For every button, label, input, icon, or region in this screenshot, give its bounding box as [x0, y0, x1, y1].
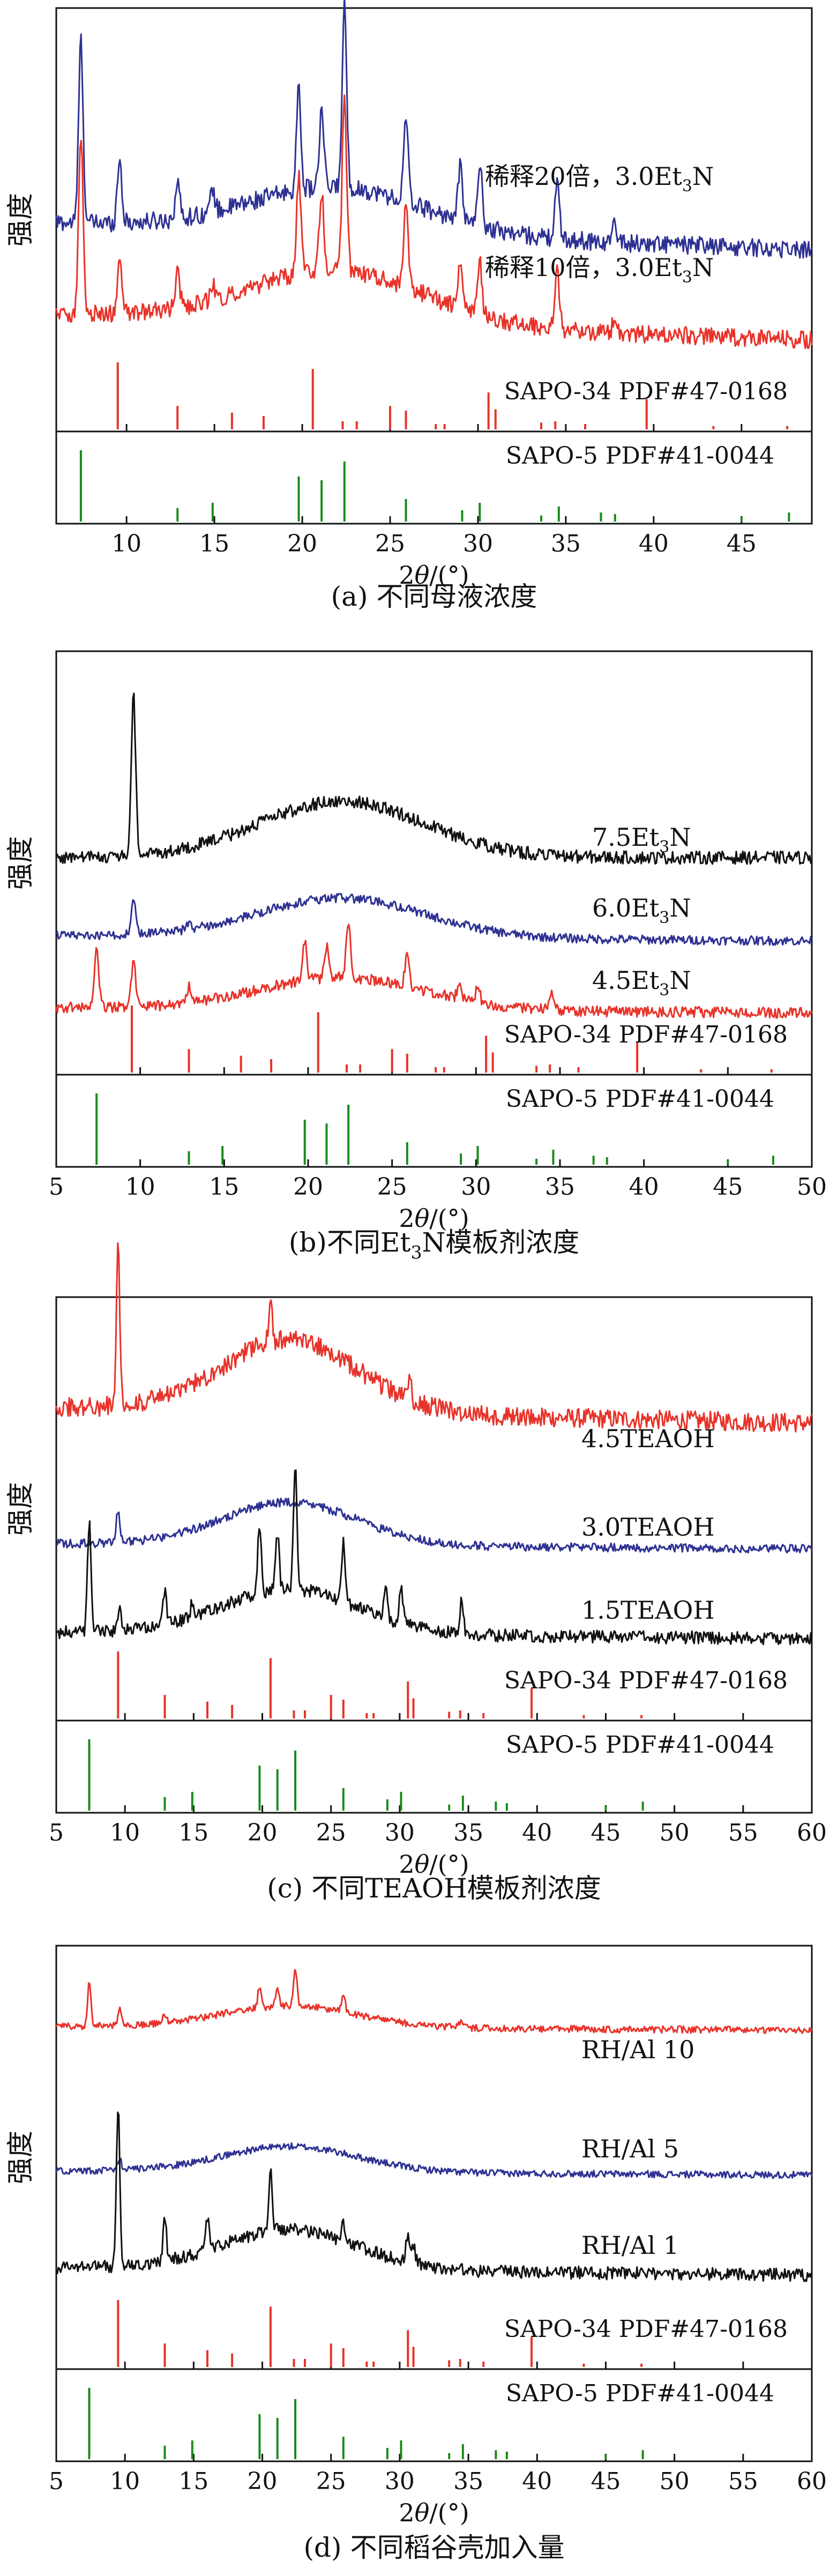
y-axis-label: 强度	[5, 1482, 36, 1536]
x-tick-label: 30	[385, 2468, 415, 2495]
x-tick-label: 55	[728, 2468, 758, 2495]
series-line-1	[55, 0, 813, 259]
sapo34-label: SAPO-34 PDF#47-0168	[504, 378, 788, 405]
x-tick-label: 50	[660, 2468, 690, 2495]
plot-frame	[55, 650, 813, 1076]
x-tick-label: 40	[639, 530, 669, 557]
sapo5-label: SAPO-5 PDF#41-0044	[506, 1085, 774, 1113]
reference-frame	[55, 2368, 813, 2462]
x-tick-label: 10	[111, 530, 141, 557]
x-tick-label: 15	[199, 530, 229, 557]
y-axis-label: 强度	[5, 193, 36, 247]
x-tick-label: 30	[385, 1819, 415, 1847]
series-line-2	[55, 94, 813, 349]
x-tick-label: 20	[287, 530, 317, 557]
x-axis-label: 2θ/(°)	[399, 561, 469, 590]
series-line-3	[55, 1469, 813, 1646]
x-tick-label: 35	[453, 2468, 483, 2495]
x-tick-label: 45	[727, 530, 757, 557]
x-tick-label: 25	[316, 1819, 346, 1847]
x-tick-label: 60	[797, 2468, 827, 2495]
series-line-1	[55, 1969, 813, 2034]
x-axis-label: 2θ/(°)	[399, 1204, 469, 1233]
x-tick-label: 35	[545, 1173, 575, 1201]
x-tick-label: 60	[797, 1819, 827, 1847]
series-line-2	[55, 1498, 813, 1554]
x-tick-label: 55	[728, 1819, 758, 1847]
series-label-2: RH/Al 5	[581, 2134, 679, 2163]
x-tick-label: 5	[49, 1173, 64, 1201]
x-tick-label: 30	[461, 1173, 491, 1201]
series-label-3: 4.5Et3N	[592, 966, 691, 1000]
reference-frame	[55, 1719, 813, 1814]
series-line-2	[55, 2142, 813, 2179]
series-label-1: 7.5Et3N	[592, 823, 691, 857]
x-tick-label: 20	[248, 1819, 278, 1847]
panel-caption: (c) 不同TEAOH模板剂浓度	[267, 1873, 601, 1904]
series-label-3: RH/Al 1	[581, 2231, 679, 2260]
x-tick-label: 45	[591, 2468, 621, 2495]
series-label-1: 4.5TEAOH	[581, 1424, 714, 1453]
x-tick-label: 15	[178, 2468, 208, 2495]
panel-caption: (a) 不同母液浓度	[331, 581, 537, 612]
reference-frame	[55, 1074, 813, 1168]
series-label-2: 稀释10倍，3.0Et3N	[485, 253, 714, 287]
x-tick-label: 10	[125, 1173, 155, 1201]
x-tick-label: 45	[713, 1173, 743, 1201]
series-line-1	[56, 693, 813, 865]
series-line-3	[55, 2111, 813, 2282]
sapo34-label: SAPO-34 PDF#47-0168	[504, 1021, 788, 1048]
plot-frame	[55, 1945, 813, 2370]
series-label-1: RH/Al 10	[581, 2035, 694, 2064]
x-tick-label: 20	[293, 1173, 323, 1201]
x-tick-label: 50	[797, 1173, 827, 1201]
x-tick-label: 25	[316, 2468, 346, 2495]
panel-caption: (b)不同Et3N模板剂浓度	[289, 1227, 579, 1263]
x-tick-label: 30	[463, 530, 493, 557]
reference-frame	[55, 430, 813, 525]
sapo34-label: SAPO-34 PDF#47-0168	[504, 1667, 788, 1694]
sapo5-label: SAPO-5 PDF#41-0044	[506, 1731, 774, 1759]
panel-b: 5 10 15 20 25 30 35 40 45 50 2θ/(°) 强度 (b)不同Et3N模板剂浓…	[5, 650, 827, 1263]
sapo5-label: SAPO-5 PDF#41-0044	[506, 442, 774, 470]
series-line-1	[55, 1242, 813, 1433]
plot-frame	[55, 1296, 813, 1722]
x-tick-label: 25	[375, 530, 405, 557]
series-label-2: 6.0Et3N	[592, 894, 691, 927]
x-tick-label: 5	[49, 1819, 64, 1847]
x-tick-label: 20	[248, 2468, 278, 2495]
panel-c: 5 10 15 20 25 30 35 40 45 50 55 60 2θ/(°) 强度 (c) 不同TEA…	[5, 1242, 827, 1904]
x-tick-label: 40	[522, 1819, 552, 1847]
x-tick-label: 25	[377, 1173, 407, 1201]
x-tick-label: 45	[591, 1819, 621, 1847]
x-axis-label: 2θ/(°)	[399, 1850, 469, 1879]
x-tick-label: 35	[551, 530, 581, 557]
panel-a: 10 15 20 25 30 35 40 45 2θ/(°) 强度 (a) 不同母液浓度 SAPO-3…	[5, 0, 813, 612]
x-tick-label: 40	[522, 2468, 552, 2495]
x-tick-label: 5	[49, 2468, 64, 2495]
sapo34-label: SAPO-34 PDF#47-0168	[504, 2316, 788, 2343]
series-line-3	[55, 924, 813, 1019]
x-tick-label: 10	[110, 1819, 140, 1847]
x-tick-label: 40	[629, 1173, 659, 1201]
x-tick-label: 15	[178, 1819, 208, 1847]
x-tick-label: 10	[110, 2468, 140, 2495]
y-axis-label: 强度	[5, 836, 36, 890]
series-label-1: 稀释20倍，3.0Et3N	[485, 162, 714, 196]
panel-d: 5 10 15 20 25 30 35 40 45 50 55 60 2θ/(°) 强度 (d) 不同稻谷壳…	[5, 1945, 827, 2563]
x-axis-label: 2θ/(°)	[399, 2498, 469, 2527]
x-tick-label: 35	[453, 1819, 483, 1847]
series-line-2	[55, 892, 813, 946]
sapo5-label: SAPO-5 PDF#41-0044	[506, 2380, 774, 2407]
series-label-3: 1.5TEAOH	[581, 1596, 714, 1625]
series-label-2: 3.0TEAOH	[581, 1513, 714, 1542]
y-axis-label: 强度	[5, 2131, 36, 2184]
x-tick-label: 15	[209, 1173, 239, 1201]
panel-caption: (d) 不同稻谷壳加入量	[304, 2532, 565, 2563]
x-tick-label: 50	[660, 1819, 690, 1847]
